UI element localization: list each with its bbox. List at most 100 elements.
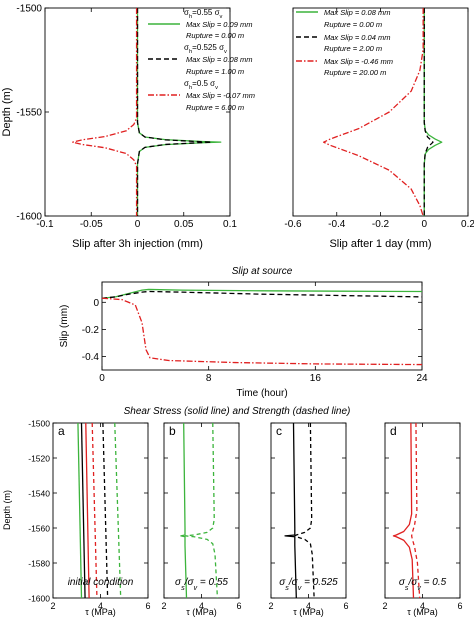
- slip3h-xtick-label: -0.1: [36, 219, 54, 230]
- slip3h-legend-title-part: =0.5: [192, 79, 210, 88]
- slip1d-legend-rupture: Rupture = 20.00 m: [324, 68, 386, 77]
- stress-d-annotation-sigma: σ: [411, 577, 418, 588]
- stress-b-annotation-part: /: [184, 577, 189, 588]
- slip3h-legend-rupture: Rupture = 6.00 m: [186, 103, 244, 112]
- source-frame: [101, 281, 423, 371]
- stress-d-letter: d: [390, 424, 397, 438]
- stress-a-series-1: [80, 422, 86, 599]
- stress-c-series-0: [284, 422, 297, 599]
- slip3h-xlabel: Slip after 3h injection (mm): [72, 238, 203, 250]
- stress-a-xtick-label: 4: [98, 601, 103, 611]
- stress-b-letter: b: [169, 424, 176, 438]
- slip1d-legend-maxslip: Max Slip = 0.04 mm: [324, 33, 390, 42]
- stress-b-annotation-sub: s: [181, 583, 185, 592]
- slip3h-legend-maxslip: Max Slip = -0.07 mm: [186, 91, 255, 100]
- source-ytick-label: 0: [93, 298, 99, 309]
- slip1d-legend-rupture: Rupture = 0.00 m: [324, 20, 382, 29]
- slip1d-series-0: [423, 8, 443, 216]
- stress-c-letter: c: [276, 424, 282, 438]
- slip1d-series-1: [423, 8, 434, 216]
- slip3h-legend-title-part: =0.55: [192, 8, 214, 17]
- slip3h-legend-title-sigma: σ: [184, 43, 189, 52]
- stress-a-ytick-label: -1520: [28, 454, 50, 464]
- stress-a-ytick-label: -1500: [28, 419, 50, 429]
- stress-c-series-1: [294, 422, 315, 599]
- slip3h-legend-title: σh=0.55 σv: [184, 8, 223, 20]
- stress-c-annotation: σs/σv = 0.525: [279, 577, 338, 592]
- stress-d-frame: [384, 422, 461, 599]
- slip3h-legend-title-sub: h: [189, 14, 192, 20]
- stress-a-frame: [52, 422, 149, 599]
- slip3h-legend-rupture: Rupture = 0.00 m: [186, 31, 244, 40]
- slip1d-legend-maxslip: Max Slip = -0.46 mm: [324, 57, 393, 66]
- stress-a-series-4: [102, 422, 109, 599]
- stress-b-annotation-sigma: σ: [187, 577, 194, 588]
- stress-b-annotation-part: = 0.55: [197, 577, 228, 588]
- stress-c-xtick-label: 6: [343, 601, 348, 611]
- slip3h-xtick-label: -0.05: [80, 219, 103, 230]
- slip3h-ytick-label: -1600: [16, 212, 42, 223]
- stress-a-annotation: initial condition: [68, 577, 134, 588]
- slip3h-ytick-label: -1500: [16, 4, 42, 15]
- source-ylabel: Slip (mm): [59, 305, 70, 348]
- stress-b-xlabel: τ (MPa): [186, 607, 217, 617]
- slip3h-legend-title-sigma: σ: [184, 8, 189, 17]
- source-xtick-label: 0: [99, 373, 105, 384]
- stress-c-xlabel: τ (MPa): [293, 607, 324, 617]
- slip3h-legend-title-part: =0.525: [192, 43, 219, 52]
- stress-b-annotation-sub: v: [193, 583, 197, 592]
- slip1d-xlabel: Slip after 1 day (mm): [329, 238, 431, 250]
- stress-c-xtick-label: 4: [306, 601, 311, 611]
- stress-c-annotation-sigma: σ: [279, 577, 286, 588]
- slip3h-legend-title-sigma: σ: [184, 79, 189, 88]
- stress-title: Shear Stress (solid line) and Strength (…: [124, 406, 351, 417]
- source-xtick-label: 24: [416, 373, 428, 384]
- stress-c-annotation-sub: v: [298, 583, 302, 592]
- slip3h-legend-title: σh=0.525 σv: [184, 43, 227, 55]
- stress-c-annotation-part: /: [288, 577, 293, 588]
- slip1d-legend-rupture: Rupture = 2.00 m: [324, 44, 382, 53]
- stress-d-series-0: [392, 422, 415, 599]
- slip3h-xtick-label: 0.1: [223, 219, 237, 230]
- stress-d-xtick-label: 4: [420, 601, 425, 611]
- slip1d-legend-maxslip: Max Slip = 0.08 mm: [324, 8, 390, 17]
- stress-b-series-1: [184, 422, 219, 599]
- stress-a-xlabel: τ (MPa): [85, 607, 116, 617]
- stress-a-ytick-label: -1540: [28, 489, 50, 499]
- stress-b-annotation-sigma: σ: [175, 577, 182, 588]
- stress-a-series-3: [91, 422, 98, 599]
- slip3h-legend-title-sigma: σ: [210, 79, 215, 88]
- slip3h-legend-maxslip: Max Slip = 0.08 mm: [186, 55, 252, 64]
- stress-d-series-1: [410, 422, 421, 599]
- slip1d-xtick-label: -0.6: [284, 219, 302, 230]
- stress-a-ytick-label: -1580: [28, 559, 50, 569]
- stress-d-xlabel: τ (MPa): [407, 607, 438, 617]
- slip3h-legend-title-sub: v: [220, 14, 223, 20]
- slip3h-legend-rupture: Rupture = 1.00 m: [186, 67, 244, 76]
- stress-a-xtick-label: 6: [145, 601, 150, 611]
- stress-d-xtick-label: 6: [457, 601, 462, 611]
- stress-c-annotation-part: = 0.525: [301, 577, 338, 588]
- stress-a-ytick-label: -1600: [28, 594, 50, 604]
- stress-a-letter: a: [58, 424, 65, 438]
- slip1d-xtick-label: -0.4: [328, 219, 346, 230]
- stress-a-series-5: [114, 422, 122, 599]
- slip3h-legend-title-sigma: σ: [219, 43, 224, 52]
- slip3h-series-2: [72, 8, 138, 216]
- stress-b-series-0: [180, 422, 188, 599]
- stress-d-annotation-part: /: [407, 577, 412, 588]
- slip1d-xtick-label: -0.2: [372, 219, 390, 230]
- stress-c-annotation-sub: s: [285, 583, 289, 592]
- slip1d-xtick-label: 0: [421, 219, 427, 230]
- slip3h-xtick-label: 0: [135, 219, 141, 230]
- slip3h-legend-title-sub: v: [224, 49, 227, 55]
- slip3h-legend-title-sub: h: [189, 85, 192, 91]
- stress-d-xtick-label: 2: [382, 601, 387, 611]
- slip3h-legend-title-sub: v: [215, 85, 218, 91]
- slip3h-legend-title-sub: h: [189, 49, 192, 55]
- source-xlabel: Time (hour): [236, 388, 287, 399]
- slip3h-ylabel: Depth (m): [1, 88, 13, 137]
- slip3h-ytick-label: -1550: [16, 108, 42, 119]
- slip3h-series-1: [136, 8, 213, 216]
